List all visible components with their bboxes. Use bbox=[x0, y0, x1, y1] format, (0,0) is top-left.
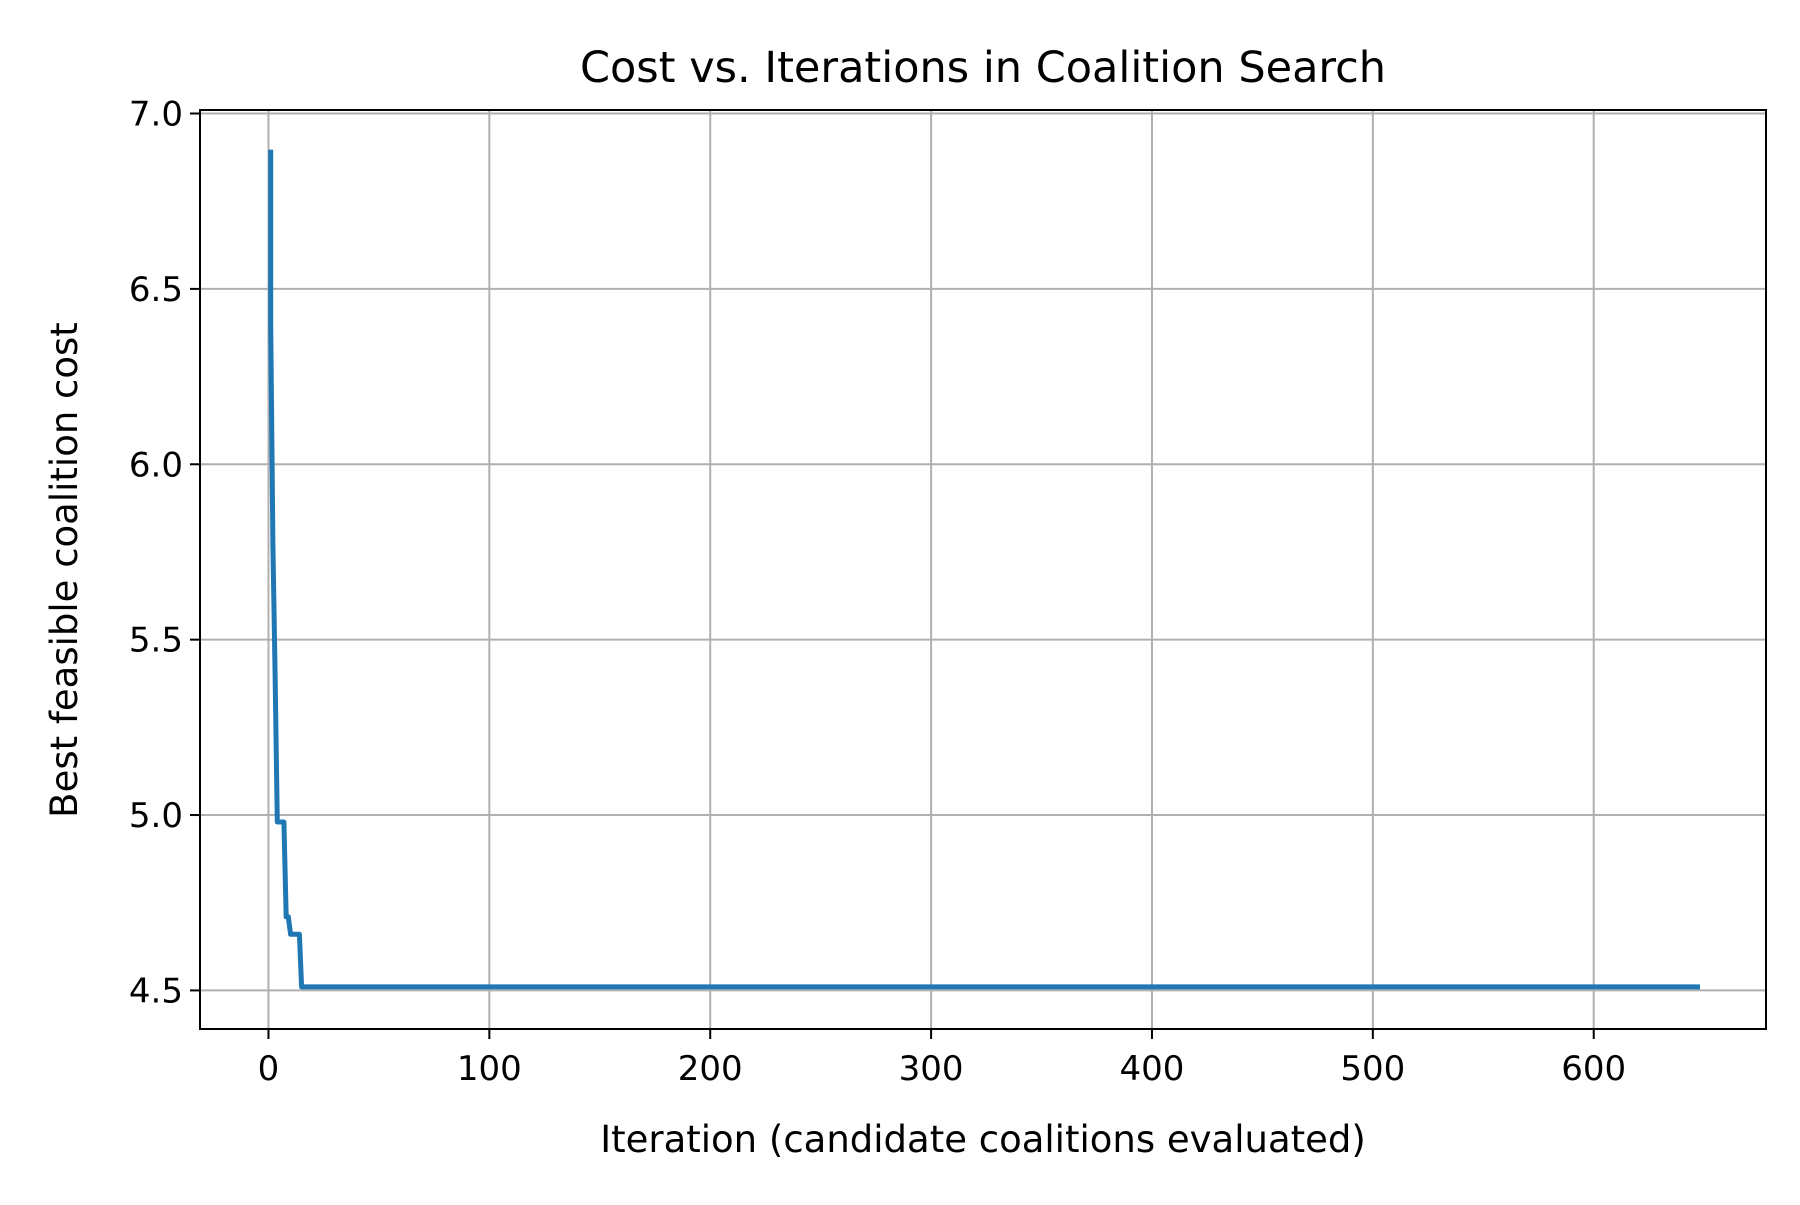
y-tick-label: 6.0 bbox=[129, 445, 183, 485]
x-tick-label: 200 bbox=[678, 1049, 743, 1089]
x-tick-label: 400 bbox=[1120, 1049, 1185, 1089]
y-tick-label: 5.5 bbox=[129, 621, 183, 661]
x-tick-label: 600 bbox=[1561, 1049, 1626, 1089]
y-tick-label: 5.0 bbox=[129, 796, 183, 836]
y-axis-label: Best feasible coalition cost bbox=[43, 322, 86, 818]
series-line bbox=[268, 149, 1700, 990]
x-tick-label: 100 bbox=[457, 1049, 522, 1089]
x-tick-label: 500 bbox=[1340, 1049, 1405, 1089]
x-axis-label: Iteration (candidate coalitions evaluate… bbox=[600, 1118, 1366, 1161]
x-tick-label: 300 bbox=[899, 1049, 964, 1089]
axis-ticks: 0 100 200 300 400 500 600 4.5 5.0 5.5 6.0 6.5 7.0 bbox=[129, 95, 1626, 1089]
plot-area-frame bbox=[199, 109, 1767, 1030]
plot-series bbox=[268, 149, 1700, 990]
grid-lines bbox=[200, 110, 1766, 1029]
y-tick-label: 7.0 bbox=[129, 95, 183, 135]
chart-title: Cost vs. Iterations in Coalition Search bbox=[580, 43, 1386, 93]
y-tick-label: 4.5 bbox=[129, 971, 183, 1011]
x-tick-label: 0 bbox=[258, 1049, 280, 1089]
y-tick-label: 6.5 bbox=[129, 270, 183, 310]
